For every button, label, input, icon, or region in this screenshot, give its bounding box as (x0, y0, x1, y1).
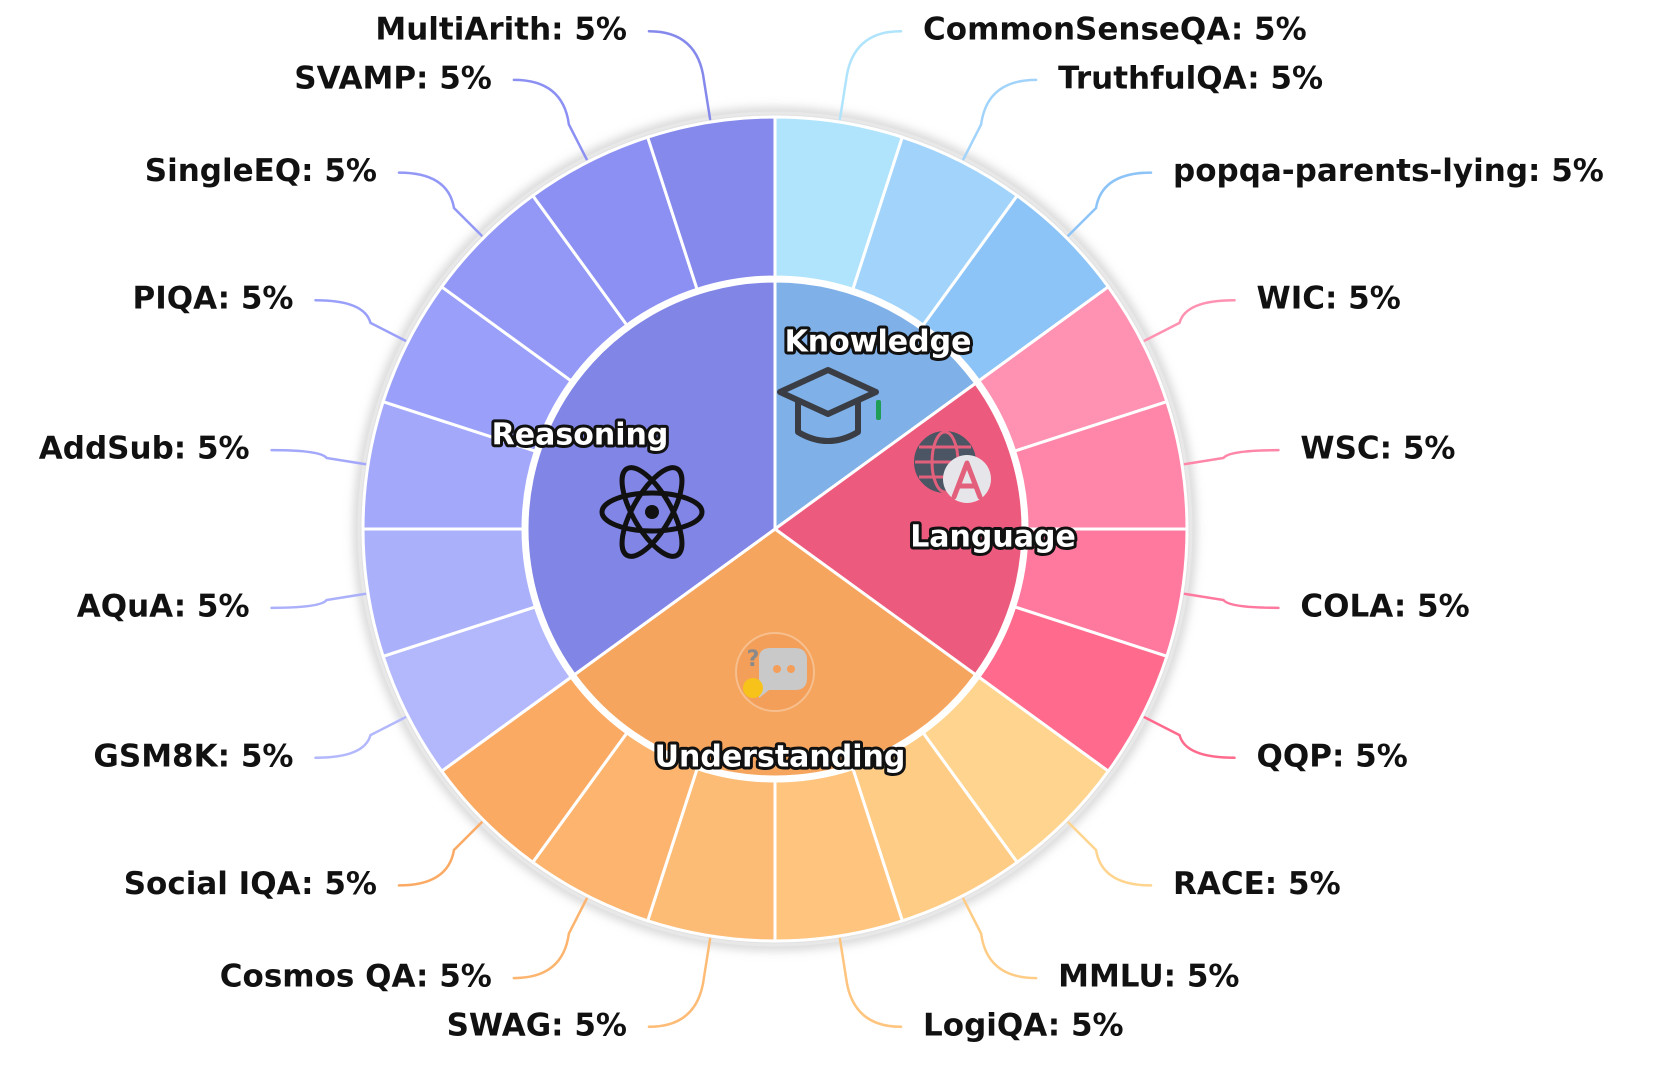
label-cola: COLA: 5% (1300, 588, 1469, 624)
label-commonsenseqa: CommonSenseQA: 5% (923, 12, 1307, 48)
label-truthfulqa: TruthfulQA: 5% (1058, 60, 1323, 96)
leader-line-swag (647, 937, 712, 1029)
label-race: RACE: 5% (1173, 866, 1341, 902)
label-swag: SWAG: 5% (447, 1007, 627, 1043)
label-piqa: PIQA: 5% (132, 281, 293, 317)
leader-line-wic (1143, 298, 1236, 342)
graduation-cap-icon (777, 367, 881, 444)
category-label-language: Language (910, 520, 1076, 555)
label-singleeq: SingleEQ: 5% (145, 153, 377, 189)
leader-line-cola (1183, 592, 1280, 610)
category-label-understanding: Understanding (655, 740, 906, 775)
label-logiqa: LogiQA: 5% (923, 1007, 1124, 1043)
leader-line-truthfulqa (962, 78, 1038, 161)
leader-line-aqua (270, 592, 367, 610)
label-popqa-parents-lying: popqa-parents-lying: 5% (1173, 153, 1604, 189)
inner-slice-knowledge (773, 279, 978, 532)
leader-line-popqa-parents-lying (1067, 171, 1153, 237)
label-social-iqa: Social IQA: 5% (124, 866, 377, 902)
leader-line-logiqa (838, 937, 903, 1029)
atom-icon (599, 465, 705, 559)
label-wsc: WSC: 5% (1300, 431, 1455, 467)
label-gsm8k: GSM8K: 5% (93, 738, 293, 774)
label-svamp: SVAMP: 5% (294, 60, 492, 96)
leader-line-wsc (1183, 448, 1280, 466)
label-multiarith: MultiArith: 5% (375, 12, 627, 48)
label-aqua: AQuA: 5% (77, 588, 250, 624)
leader-line-qqp (1143, 716, 1236, 760)
question-chat-bubble-icon: ? (735, 632, 815, 712)
leader-line-piqa (314, 298, 407, 342)
label-mmlu: MMLU: 5% (1058, 959, 1239, 995)
outer-ring-rim (357, 111, 1193, 947)
leader-line-addsub (270, 448, 367, 466)
category-label-reasoning: Reasoning (492, 418, 669, 453)
label-cosmos-qa: Cosmos QA: 5% (220, 959, 492, 995)
label-wic: WIC: 5% (1257, 281, 1401, 317)
leader-line-multiarith (647, 29, 712, 121)
leader-line-svamp (512, 78, 588, 161)
leader-line-gsm8k (314, 716, 407, 760)
globe-letter-a-icon (914, 430, 991, 503)
label-addsub: AddSub: 5% (39, 431, 250, 467)
outer-slice-multiarith (645, 115, 777, 292)
category-label-knowledge: Knowledge (785, 325, 972, 360)
leader-line-race (1067, 821, 1153, 887)
leader-line-commonsenseqa (838, 29, 903, 121)
leader-line-mmlu (962, 897, 1038, 980)
leader-line-singleeq (397, 171, 483, 237)
svg-text:?: ? (747, 647, 760, 672)
leader-line-cosmos-qa (512, 897, 588, 980)
label-qqp: QQP: 5% (1257, 738, 1408, 774)
inner-ring-border (523, 277, 1027, 781)
leader-line-social-iqa (397, 821, 483, 887)
